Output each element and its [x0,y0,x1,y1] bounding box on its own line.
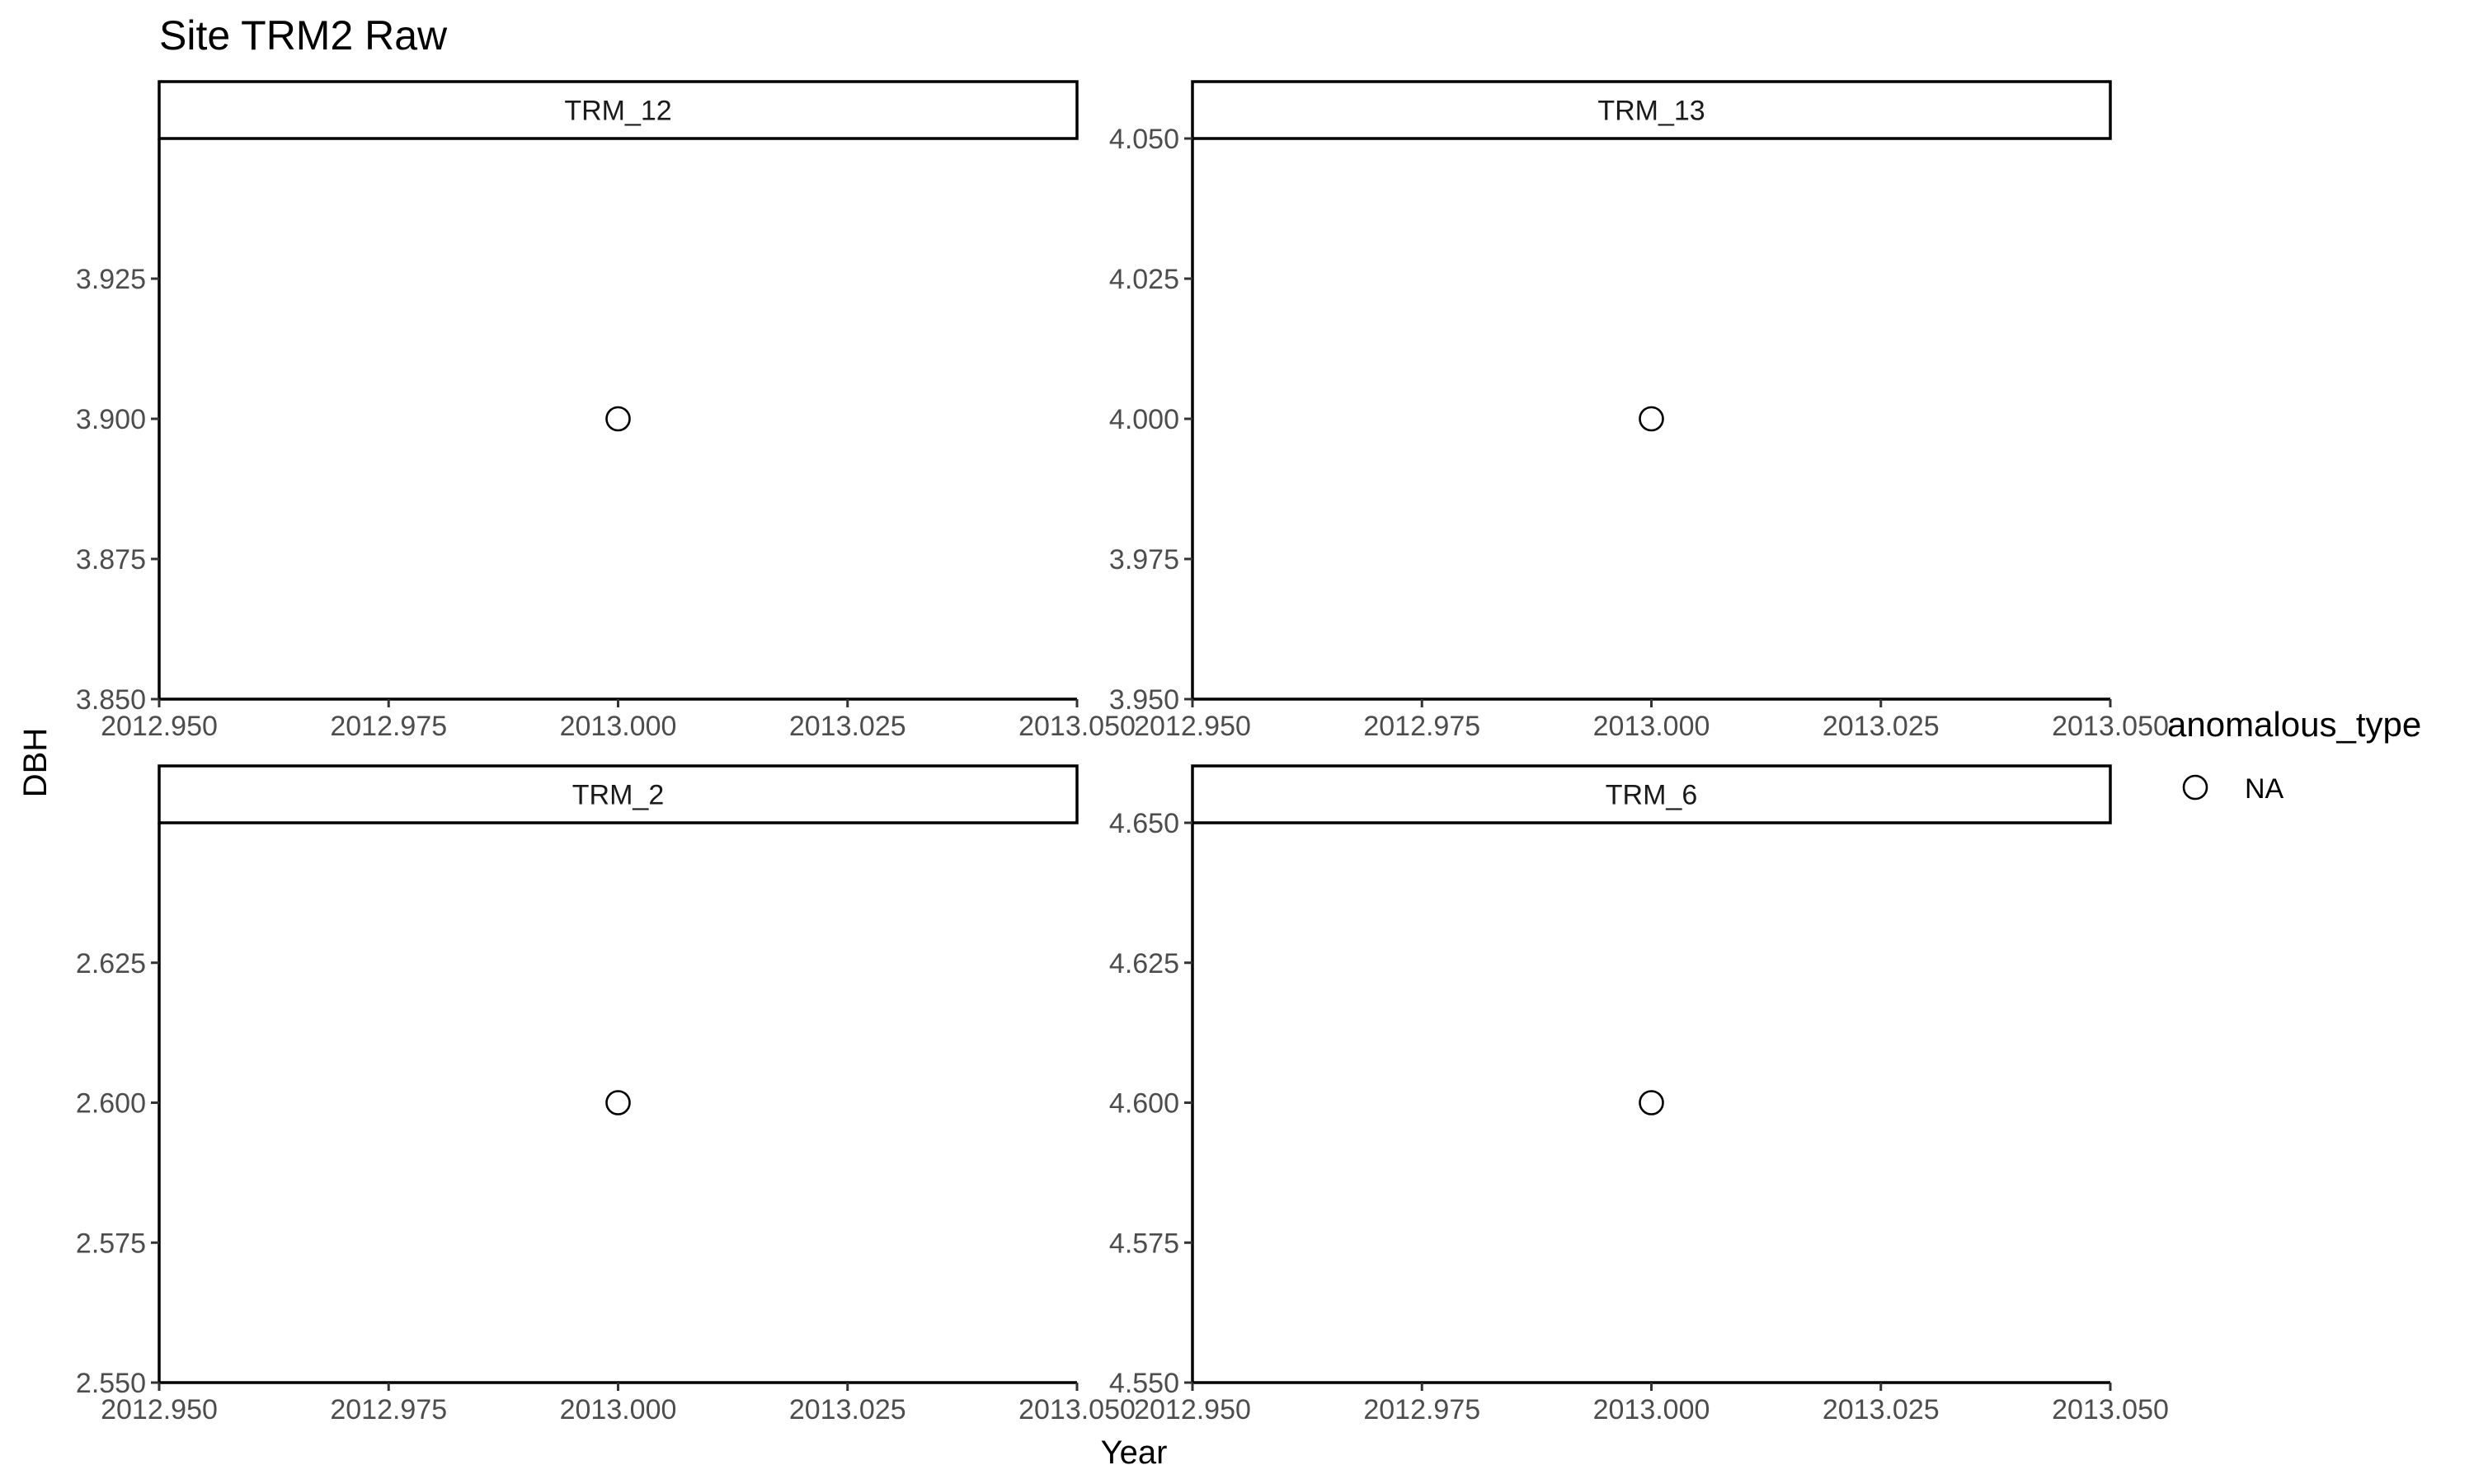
y-tick-label: 4.000 [1109,404,1179,435]
data-point [1639,1090,1664,1115]
facet-panels: TRM_12 3.850 3.875 3.900 3.925 2012.950 2012.9… [76,80,2169,1425]
x-tick-label: 2013.000 [560,1394,677,1425]
y-tick-label: 3.950 [1109,684,1179,716]
legend: anomalous_type NA [2167,705,2421,805]
x-tick-label: 2013.025 [789,1394,906,1425]
y-tick-label: 3.975 [1109,544,1179,575]
x-tick-label: 2013.025 [1823,1394,1940,1425]
facet-strip [1191,764,2112,824]
x-tick-label: 2013.000 [1593,711,1710,742]
facet-strip-label: TRM_12 [564,96,671,127]
legend-title: anomalous_type [2167,705,2421,744]
y-tick-label: 3.850 [76,684,146,716]
y-tick-label: 2.600 [76,1088,146,1120]
chart-title: Site TRM2 Raw [159,12,448,59]
facet-strip-label: TRM_13 [1597,96,1705,127]
x-tick-label: 2012.975 [1363,1394,1480,1425]
y-tick-label: 4.025 [1109,264,1179,295]
y-tick-label: 3.900 [76,404,146,435]
y-tick-label: 4.550 [1109,1368,1179,1399]
panel-trm-2: TRM_2 2.550 2.575 2.600 2.625 2012.950 2012.97… [76,764,1136,1425]
panel-trm-6: TRM_6 4.550 4.575 4.600 4.625 4.650 2012.950 20… [1109,764,2169,1425]
y-tick-label: 4.050 [1109,124,1179,155]
panel-trm-13: TRM_13 3.950 3.975 4.000 4.025 4.050 2012.950 2… [1109,80,2169,742]
facet-strip-label: TRM_2 [572,780,664,811]
data-point [605,406,631,432]
legend-label-na: NA [2245,773,2284,805]
facet-strip [1191,80,2112,140]
y-tick-label: 2.575 [76,1228,146,1259]
facet-strip [158,764,1079,824]
y-axis-title: DBH [17,728,54,797]
data-point [605,1090,631,1115]
y-tick-label: 4.575 [1109,1228,1179,1259]
y-tick-label: 4.650 [1109,808,1179,839]
x-tick-label: 2012.950 [1134,711,1251,742]
y-tick-label: 4.600 [1109,1088,1179,1120]
x-tick-label: 2012.975 [330,1394,447,1425]
x-tick-label: 2013.050 [2052,711,2169,742]
y-tick-label: 3.875 [76,544,146,575]
x-tick-label: 2012.975 [330,711,447,742]
facet-strip-label: TRM_6 [1606,780,1697,811]
x-tick-label: 2013.000 [1593,1394,1710,1425]
x-tick-label: 2013.025 [789,711,906,742]
y-tick-label: 2.550 [76,1368,146,1399]
x-tick-label: 2012.950 [1134,1394,1251,1425]
x-tick-label: 2013.050 [1018,1394,1136,1425]
x-tick-label: 2013.050 [1018,711,1136,742]
x-tick-label: 2012.950 [101,1394,218,1425]
x-tick-label: 2013.025 [1823,711,1940,742]
panel-trm-12: TRM_12 3.850 3.875 3.900 3.925 2012.950 2012.9… [76,80,1136,742]
y-tick-label: 3.925 [76,264,146,295]
y-tick-label: 4.625 [1109,948,1179,979]
facet-strip [158,80,1079,140]
x-tick-label: 2012.975 [1363,711,1480,742]
x-tick-label: 2013.000 [560,711,677,742]
y-tick-label: 2.625 [76,948,146,979]
x-axis-title: Year [1101,1435,1168,1471]
legend-key-na [2182,774,2208,801]
x-tick-label: 2013.050 [2052,1394,2169,1425]
data-point [1639,406,1664,432]
x-tick-label: 2012.950 [101,711,218,742]
